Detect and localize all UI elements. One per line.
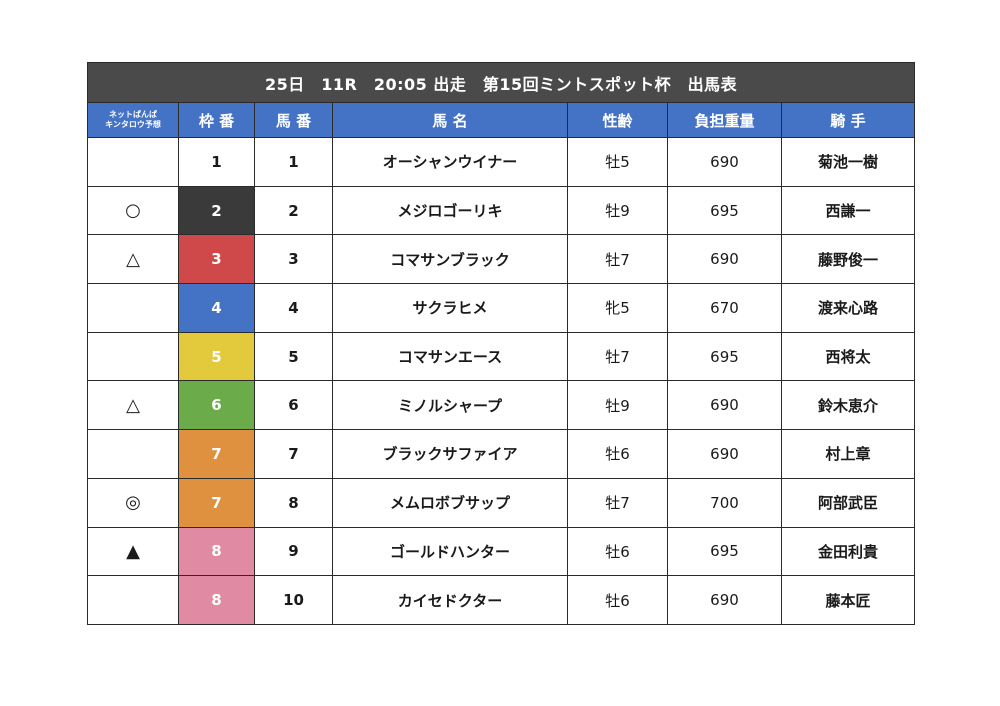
title-row: 25日 11R 20:05 出走 第15回ミントスポット杯 出馬表 bbox=[86, 62, 916, 103]
prediction-mark: △ bbox=[87, 234, 179, 285]
table-row: 4 4 サクラヒメ 牝5 670 渡来心路 bbox=[87, 283, 916, 333]
header-prediction-line2: キンタロウ予想 bbox=[105, 120, 161, 129]
burden-weight: 670 bbox=[667, 283, 782, 333]
table-row: 1 1 オーシャンウイナー 牡5 690 菊池一樹 bbox=[87, 137, 916, 187]
sex-age: 牡7 bbox=[567, 331, 668, 382]
waku-number: 8 bbox=[178, 526, 255, 577]
race-title: 25日 11R 20:05 出走 第15回ミントスポット杯 出馬表 bbox=[86, 62, 916, 103]
burden-weight: 690 bbox=[667, 429, 782, 479]
burden-weight: 690 bbox=[667, 575, 782, 625]
sex-age: 牡9 bbox=[567, 380, 668, 431]
prediction-mark: ◎ bbox=[87, 477, 179, 528]
table-row: △ 3 3 コマサンブラック 牡7 690 藤野俊一 bbox=[87, 234, 916, 285]
prediction-mark bbox=[87, 429, 179, 479]
horse-name: ブラックサファイア bbox=[332, 429, 568, 479]
entry-rows: 1 1 オーシャンウイナー 牡5 690 菊池一樹 ○ 2 2 メジロゴーリキ 牡9 695 西謙一 △ 3… bbox=[87, 137, 916, 625]
header-weight: 負担重量 bbox=[667, 102, 782, 138]
horse-name: サクラヒメ bbox=[332, 283, 568, 333]
prediction-mark: ▲ bbox=[87, 526, 179, 577]
horse-name: ミノルシャープ bbox=[332, 380, 568, 431]
jockey-name: 藤本匠 bbox=[780, 575, 916, 625]
sex-age: 牡7 bbox=[567, 477, 668, 528]
header-prediction: ネットぱんぱ キンタロウ予想 bbox=[87, 102, 179, 138]
header-uma: 馬 番 bbox=[254, 102, 333, 138]
horse-name: コマサンエース bbox=[332, 331, 568, 382]
table-row: ○ 2 2 メジロゴーリキ 牡9 695 西謙一 bbox=[87, 185, 916, 236]
burden-weight: 690 bbox=[667, 380, 782, 431]
jockey-name: 鈴木恵介 bbox=[780, 380, 916, 431]
jockey-name: 菊池一樹 bbox=[780, 137, 916, 187]
table-row: 5 5 コマサンエース 牡7 695 西将太 bbox=[87, 331, 916, 382]
waku-number: 7 bbox=[178, 429, 255, 479]
uma-number: 4 bbox=[254, 283, 333, 333]
burden-weight: 700 bbox=[667, 477, 782, 528]
uma-number: 5 bbox=[254, 331, 333, 382]
waku-number: 5 bbox=[178, 331, 255, 382]
jockey-name: 金田利貴 bbox=[780, 526, 916, 577]
prediction-mark bbox=[87, 331, 179, 382]
header-row: ネットぱんぱ キンタロウ予想 枠 番 馬 番 馬 名 性齢 負担重量 騎 手 bbox=[87, 102, 916, 138]
waku-number: 8 bbox=[178, 575, 255, 625]
prediction-mark bbox=[87, 137, 179, 187]
uma-number: 7 bbox=[254, 429, 333, 479]
header-name: 馬 名 bbox=[332, 102, 568, 138]
uma-number: 6 bbox=[254, 380, 333, 431]
jockey-name: 藤野俊一 bbox=[780, 234, 916, 285]
header-prediction-line1: ネットぱんぱ bbox=[109, 110, 157, 119]
table-row: ◎ 7 8 メムロボブサップ 牡7 700 阿部武臣 bbox=[87, 477, 916, 528]
uma-number: 10 bbox=[254, 575, 333, 625]
sex-age: 牡6 bbox=[567, 526, 668, 577]
prediction-mark bbox=[87, 575, 179, 625]
waku-number: 3 bbox=[178, 234, 255, 285]
burden-weight: 695 bbox=[667, 185, 782, 236]
horse-name: メジロゴーリキ bbox=[332, 185, 568, 236]
waku-number: 1 bbox=[178, 137, 255, 187]
header-waku: 枠 番 bbox=[178, 102, 255, 138]
horse-name: カイセドクター bbox=[332, 575, 568, 625]
table-row: ▲ 8 9 ゴールドハンター 牡6 695 金田利貴 bbox=[87, 526, 916, 577]
prediction-mark bbox=[87, 283, 179, 333]
jockey-name: 村上章 bbox=[780, 429, 916, 479]
burden-weight: 695 bbox=[667, 331, 782, 382]
uma-number: 2 bbox=[254, 185, 333, 236]
burden-weight: 690 bbox=[667, 137, 782, 187]
horse-name: ゴールドハンター bbox=[332, 526, 568, 577]
sex-age: 牡9 bbox=[567, 185, 668, 236]
prediction-mark: △ bbox=[87, 380, 179, 431]
race-entry-table: 25日 11R 20:05 出走 第15回ミントスポット杯 出馬表 ネットぱんぱ… bbox=[86, 62, 916, 625]
sex-age: 牝5 bbox=[567, 283, 668, 333]
waku-number: 4 bbox=[178, 283, 255, 333]
waku-number: 6 bbox=[178, 380, 255, 431]
table-row: 7 7 ブラックサファイア 牡6 690 村上章 bbox=[87, 429, 916, 479]
horse-name: オーシャンウイナー bbox=[332, 137, 568, 187]
waku-number: 7 bbox=[178, 477, 255, 528]
horse-name: メムロボブサップ bbox=[332, 477, 568, 528]
horse-name: コマサンブラック bbox=[332, 234, 568, 285]
jockey-name: 阿部武臣 bbox=[780, 477, 916, 528]
uma-number: 8 bbox=[254, 477, 333, 528]
race-card-sheet: 25日 11R 20:05 出走 第15回ミントスポット杯 出馬表 ネットぱんぱ… bbox=[86, 62, 916, 625]
sex-age: 牡6 bbox=[567, 575, 668, 625]
jockey-name: 西将太 bbox=[780, 331, 916, 382]
table-row: △ 6 6 ミノルシャープ 牡9 690 鈴木恵介 bbox=[87, 380, 916, 431]
header-sex-age: 性齢 bbox=[567, 102, 668, 138]
sex-age: 牡6 bbox=[567, 429, 668, 479]
uma-number: 9 bbox=[254, 526, 333, 577]
burden-weight: 690 bbox=[667, 234, 782, 285]
table-row: 8 10 カイセドクター 牡6 690 藤本匠 bbox=[87, 575, 916, 625]
waku-number: 2 bbox=[178, 185, 255, 236]
header-jockey: 騎 手 bbox=[780, 102, 916, 138]
burden-weight: 695 bbox=[667, 526, 782, 577]
sex-age: 牡5 bbox=[567, 137, 668, 187]
uma-number: 3 bbox=[254, 234, 333, 285]
jockey-name: 渡来心路 bbox=[780, 283, 916, 333]
prediction-mark: ○ bbox=[87, 185, 179, 236]
jockey-name: 西謙一 bbox=[780, 185, 916, 236]
uma-number: 1 bbox=[254, 137, 333, 187]
sex-age: 牡7 bbox=[567, 234, 668, 285]
